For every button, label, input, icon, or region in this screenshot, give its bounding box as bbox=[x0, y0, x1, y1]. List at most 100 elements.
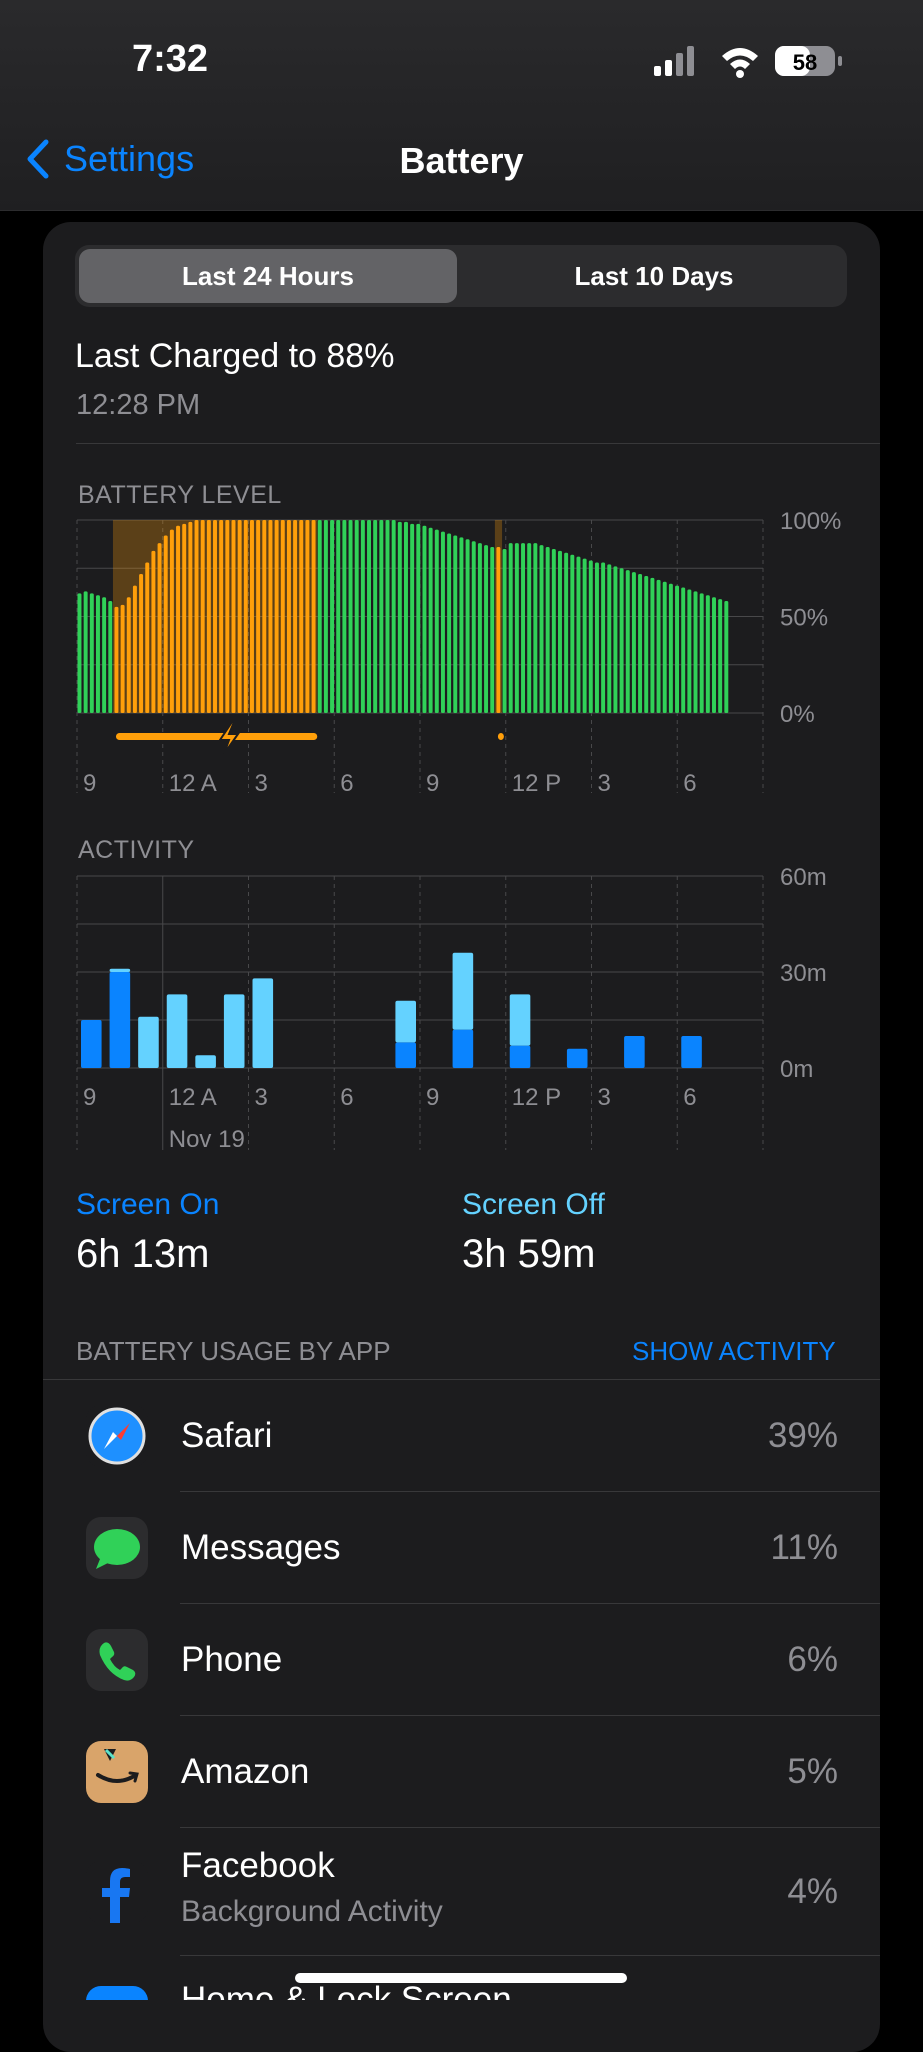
x-tick-label: 6 bbox=[683, 770, 696, 797]
battery-bar bbox=[705, 595, 710, 713]
battery-bar bbox=[367, 520, 371, 713]
battery-bar bbox=[83, 591, 88, 713]
activity-bar-screen-off bbox=[509, 994, 531, 1046]
battery-bar bbox=[675, 585, 680, 713]
battery-bar bbox=[638, 574, 643, 713]
battery-bar bbox=[169, 529, 174, 713]
show-activity-button[interactable]: SHOW ACTIVITY bbox=[632, 1336, 836, 1366]
segment-last-10-days[interactable]: Last 10 Days bbox=[574, 260, 734, 291]
app-name: Safari bbox=[181, 1416, 273, 1455]
app-row-amazon[interactable]: Amazon 5% bbox=[43, 1716, 880, 1828]
app-name: Home & Lock Screen bbox=[181, 1980, 512, 2000]
charging-indicator bbox=[497, 733, 504, 740]
app-name: Phone bbox=[181, 1640, 283, 1679]
battery-bar bbox=[601, 562, 606, 713]
segment-last-24-hours[interactable]: Last 24 Hours bbox=[79, 249, 457, 303]
battery-bar bbox=[126, 597, 131, 713]
messages-icon bbox=[86, 1517, 148, 1579]
battery-bar bbox=[619, 568, 624, 713]
battery-bar bbox=[120, 604, 125, 713]
app-name: Amazon bbox=[181, 1752, 310, 1791]
battery-bar bbox=[108, 601, 113, 713]
x-tick-label: 6 bbox=[340, 770, 353, 797]
battery-bar bbox=[194, 520, 199, 713]
battery-icon: 58 bbox=[775, 46, 842, 76]
battery-bar bbox=[588, 560, 593, 713]
activity-bar-screen-off bbox=[452, 952, 474, 1030]
divider bbox=[76, 443, 880, 444]
activity-bar-screen-on bbox=[509, 1045, 531, 1068]
battery-bar bbox=[650, 577, 655, 713]
usage-by-app-label: BATTERY USAGE BY APP bbox=[76, 1336, 391, 1366]
battery-bar bbox=[342, 520, 347, 713]
battery-bar bbox=[262, 520, 267, 713]
svg-text:58: 58 bbox=[793, 50, 817, 75]
battery-bar bbox=[502, 548, 507, 713]
home-indicator[interactable] bbox=[295, 1973, 627, 1983]
battery-bar bbox=[243, 520, 248, 713]
battery-bar bbox=[256, 520, 261, 713]
battery-bar bbox=[527, 543, 532, 713]
activity-bar-screen-off bbox=[109, 968, 131, 972]
battery-bar bbox=[508, 543, 513, 713]
time-range-control[interactable]: Last 24 Hours Last 10 Days bbox=[75, 245, 847, 307]
x-tick-label: 9 bbox=[426, 770, 439, 797]
app-subtitle: Background Activity bbox=[181, 1895, 443, 1928]
battery-bar bbox=[360, 520, 365, 713]
x-tick-label: 12 A bbox=[169, 770, 217, 797]
screen-on-label: Screen On bbox=[76, 1188, 220, 1221]
back-button[interactable]: Settings bbox=[26, 138, 194, 180]
battery-bar bbox=[391, 520, 396, 713]
battery-bar bbox=[533, 543, 538, 713]
app-percent: 39% bbox=[767, 1416, 838, 1455]
charging-indicator bbox=[115, 733, 318, 740]
x-tick-label: 3 bbox=[255, 770, 268, 797]
app-row-facebook[interactable]: Facebook Background Activity 4% bbox=[43, 1828, 880, 1956]
activity-bar-screen-off bbox=[166, 994, 188, 1068]
battery-bar bbox=[231, 520, 236, 713]
battery-bar bbox=[188, 521, 193, 713]
battery-bar bbox=[249, 520, 254, 713]
battery-bar bbox=[77, 593, 82, 713]
battery-bar bbox=[718, 599, 723, 713]
app-row-phone[interactable]: Phone 6% bbox=[43, 1604, 880, 1716]
x-tick-label: 6 bbox=[683, 1084, 696, 1111]
safari-icon bbox=[86, 1405, 148, 1467]
chevron-left-icon bbox=[27, 139, 49, 179]
battery-bar bbox=[323, 520, 328, 713]
status-time: 7:32 bbox=[132, 38, 209, 80]
battery-bar bbox=[613, 566, 618, 713]
app-percent: 6% bbox=[787, 1640, 838, 1679]
battery-bar bbox=[662, 581, 667, 713]
x-tick-label: 3 bbox=[255, 1084, 268, 1111]
battery-bar bbox=[373, 520, 378, 713]
battery-bar bbox=[151, 550, 156, 713]
app-row-safari[interactable]: Safari 39% bbox=[43, 1380, 880, 1492]
battery-bar bbox=[182, 523, 187, 713]
screen-off-value: 3h 59m bbox=[462, 1232, 596, 1276]
activity-bar-screen-off bbox=[395, 1000, 416, 1043]
battery-bar bbox=[496, 547, 501, 713]
battery-bar bbox=[625, 570, 630, 713]
last-charged-title: Last Charged to 88% bbox=[75, 337, 395, 375]
battery-bar bbox=[132, 585, 137, 713]
battery-bar bbox=[404, 521, 408, 713]
battery-bar bbox=[447, 533, 452, 713]
battery-bar bbox=[712, 597, 716, 713]
battery-bar bbox=[631, 572, 636, 713]
app-row-messages[interactable]: Messages 11% bbox=[43, 1492, 880, 1604]
battery-bar bbox=[551, 548, 556, 713]
x-tick-label: 9 bbox=[426, 1084, 439, 1111]
battery-bar bbox=[336, 520, 341, 713]
battery-bar bbox=[219, 520, 224, 713]
divider bbox=[180, 1491, 880, 1492]
battery-bar bbox=[440, 531, 445, 713]
battery-bar bbox=[176, 525, 181, 713]
battery-bar bbox=[89, 593, 94, 713]
battery-bar bbox=[699, 593, 704, 713]
activity-bar-screen-off bbox=[223, 994, 245, 1068]
battery-bar bbox=[237, 520, 242, 713]
app-row-home-lock-screen[interactable]: Home & Lock Screen bbox=[43, 1956, 880, 2000]
battery-bar bbox=[114, 606, 119, 713]
battery-bar bbox=[644, 575, 649, 713]
